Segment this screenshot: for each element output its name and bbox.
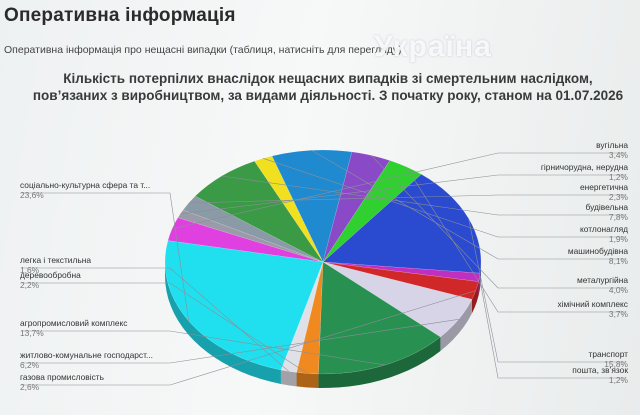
slice-label-15: соціально-культурна сфера та т... <box>20 180 150 190</box>
leader-line-4 <box>263 158 626 238</box>
pie-slice-3[interactable] <box>194 160 324 263</box>
slice-value-12: 13,7% <box>20 328 44 338</box>
slice-label-11: житлово-комунальне господарст... <box>20 350 153 360</box>
slice-label-12: агропромисловий комплекс <box>20 318 127 328</box>
slice-label-5: машинобудівна <box>568 246 628 256</box>
slice-label-10: газова промисловість <box>20 372 105 382</box>
slice-value-2: 2,3% <box>609 192 629 202</box>
slice-label-7: хімічний комплекс <box>557 299 628 309</box>
leader-line-13 <box>22 282 308 374</box>
pie-slices <box>164 149 482 375</box>
slice-label-2: енергетична <box>580 182 628 192</box>
slice-label-6: металургійна <box>577 275 628 285</box>
slice-value-15: 23,6% <box>20 190 44 200</box>
slice-value-6: 4,0% <box>609 285 629 295</box>
table-link[interactable]: Оперативна інформація про нещасні випадк… <box>4 44 402 56</box>
chart-title-line2: пов’язаних з виробництвом, за видами дія… <box>32 88 624 103</box>
pie-side-walls <box>165 262 481 388</box>
pie-slice-5[interactable] <box>271 149 353 263</box>
slice-value-8: 15,8% <box>604 359 628 369</box>
pie-slice-1[interactable] <box>177 209 324 263</box>
leader-line-8 <box>468 218 626 363</box>
leader-line-9 <box>479 277 626 379</box>
pie-slice-13[interactable] <box>296 261 324 375</box>
slice-value-0: 3,4% <box>609 150 629 160</box>
leader-line-5 <box>311 150 626 260</box>
slice-value-1: 1,2% <box>609 172 629 182</box>
chart-title: Кількість потерпілих внаслідок нещасних … <box>30 70 626 104</box>
slice-value-5: 8,1% <box>609 256 629 266</box>
pie-slice-6[interactable] <box>322 151 391 263</box>
slice-value-10: 2,6% <box>20 382 40 392</box>
slice-value-4: 1,9% <box>609 234 629 244</box>
slice-label-9: пошта, зв’язок <box>572 365 628 375</box>
pie-side-11 <box>440 299 472 351</box>
slice-label-3: будівельна <box>585 202 628 212</box>
leader-line-15 <box>22 192 189 322</box>
leader-line-2 <box>188 194 626 204</box>
leader-line-12 <box>22 330 386 366</box>
pie-slice-2[interactable] <box>182 195 324 263</box>
slice-value-7: 3,7% <box>609 309 629 319</box>
leader-line-3 <box>221 175 626 216</box>
pie-side-14 <box>280 369 297 387</box>
page-title: Оперативна інформація <box>4 5 236 26</box>
slice-value-9: 1,2% <box>609 375 629 385</box>
watermark: Україна <box>374 30 492 63</box>
leader-line-1 <box>180 174 626 215</box>
pie-slice-7[interactable] <box>322 160 422 263</box>
leader-line-11 <box>22 319 459 364</box>
chart-title-line1: Кількість потерпілих внаслідок нещасних … <box>63 71 593 86</box>
slice-value-11: 6,2% <box>20 360 40 370</box>
slice-label-4: котлонагляд <box>580 224 628 234</box>
slice-value-13: 2,2% <box>20 280 40 290</box>
slice-label-8: транспорт <box>589 349 629 359</box>
leader-line-7 <box>405 166 626 313</box>
pie-side-13 <box>296 372 319 388</box>
slice-label-0: вугільна <box>596 140 628 150</box>
slice-label-1: гірничорудна, нерудна <box>541 162 628 172</box>
pie-side-12 <box>318 336 441 388</box>
leader-line-14 <box>22 267 289 372</box>
slice-label-13: деревообробна <box>20 270 81 280</box>
pie-side-15 <box>165 262 281 384</box>
pie-side-10 <box>471 281 479 314</box>
leader-line-0 <box>171 152 626 230</box>
slice-value-14: 1,6% <box>20 265 40 275</box>
slice-value-3: 7,8% <box>609 212 629 222</box>
leader-line-6 <box>371 155 626 289</box>
slice-label-14: легка і текстильна <box>20 255 91 265</box>
leader-line-10 <box>22 290 476 386</box>
